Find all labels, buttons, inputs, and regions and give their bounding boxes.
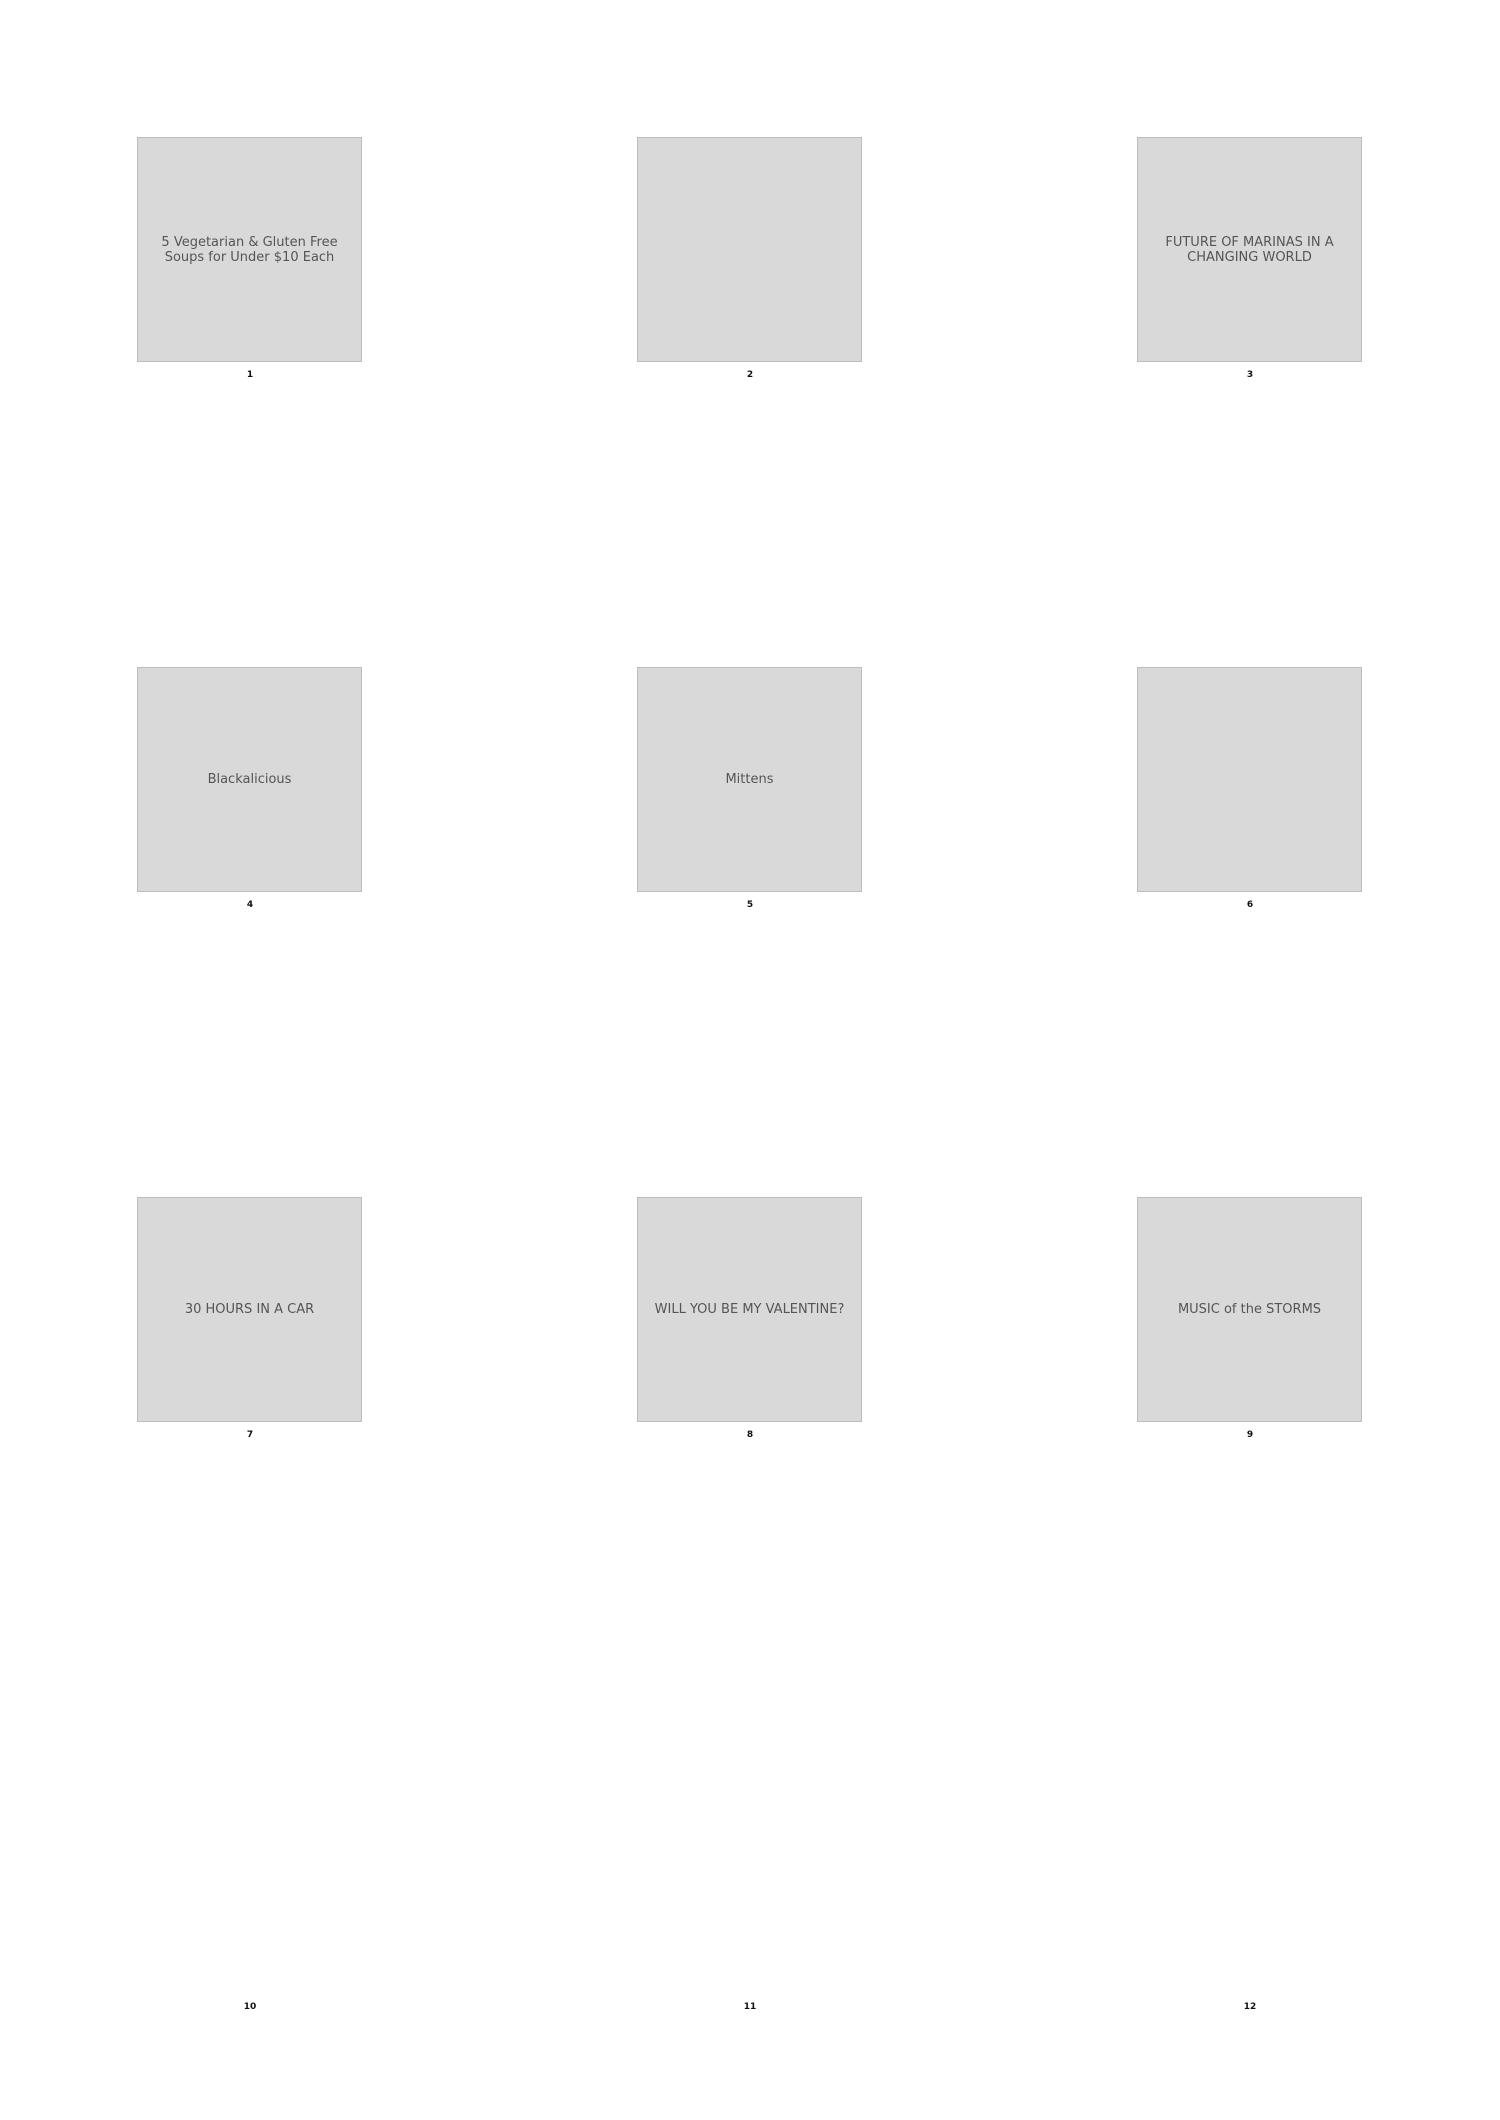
panel-11: 11 [500, 1590, 1000, 2120]
panel-image: Blackalicious [137, 667, 362, 892]
panel-image: WILL YOU BE MY VALENTINE? [637, 1197, 862, 1422]
panel-number: 12 [1243, 2002, 1257, 2012]
panel-number: 7 [246, 1430, 254, 1440]
panel-number: 3 [1246, 370, 1254, 380]
panel-image [637, 137, 862, 362]
panel-image: FUTURE OF MARINAS IN A CHANGING WORLD [1137, 137, 1362, 362]
panel-7: 30 HOURS IN A CAR 7 [0, 1060, 500, 1590]
panel-image [1137, 667, 1362, 892]
panel-6: 6 [1000, 530, 1500, 1060]
panel-image: 5 Vegetarian & Gluten Free Soups for Und… [137, 137, 362, 362]
panel-4: Blackalicious 4 [0, 530, 500, 1060]
panel-number: 8 [746, 1430, 754, 1440]
panel-image: MUSIC of the STORMS [1137, 1197, 1362, 1422]
panel-9: MUSIC of the STORMS 9 [1000, 1060, 1500, 1590]
panel-number: 11 [743, 2002, 757, 2012]
panel-number: 4 [246, 900, 254, 910]
panel-number: 9 [1246, 1430, 1254, 1440]
panel-1: 5 Vegetarian & Gluten Free Soups for Und… [0, 0, 500, 530]
panel-number: 5 [746, 900, 754, 910]
panel-number: 10 [243, 2002, 257, 2012]
panel-5: Mittens 5 [500, 530, 1000, 1060]
panel-3: FUTURE OF MARINAS IN A CHANGING WORLD 3 [1000, 0, 1500, 530]
panel-12: 12 [1000, 1590, 1500, 2120]
panel-number: 1 [246, 370, 254, 380]
panel-2: 2 [500, 0, 1000, 530]
panel-image: Mittens [637, 667, 862, 892]
panel-8: WILL YOU BE MY VALENTINE? 8 [500, 1060, 1000, 1590]
panel-number: 2 [746, 370, 754, 380]
panel-number: 6 [1246, 900, 1254, 910]
panel-10: 10 [0, 1590, 500, 2120]
panel-image: 30 HOURS IN A CAR [137, 1197, 362, 1422]
